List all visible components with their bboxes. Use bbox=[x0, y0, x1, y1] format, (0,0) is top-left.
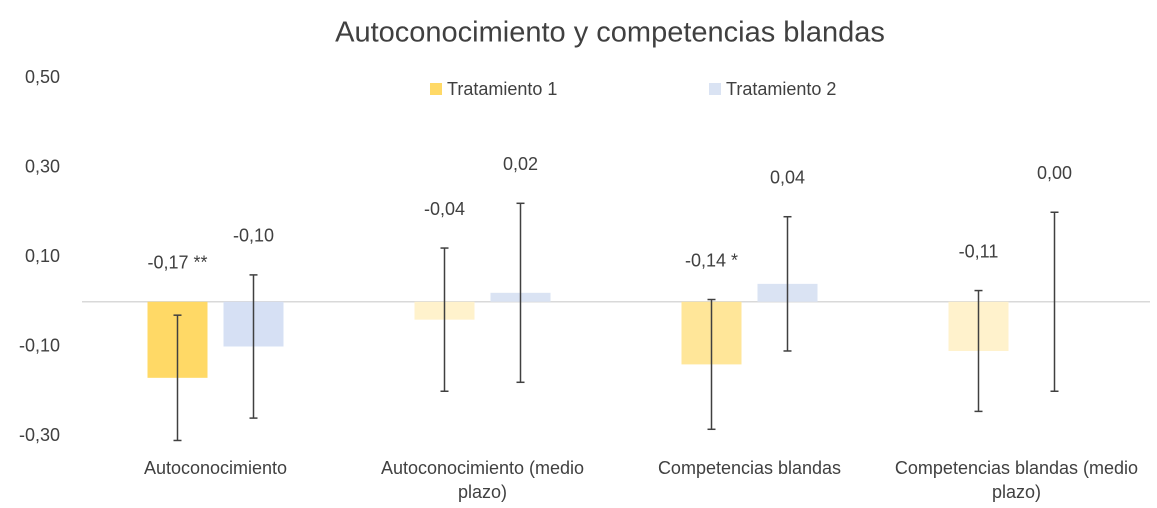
y-tick-label: -0,30 bbox=[19, 425, 60, 445]
x-tick-label: Autoconocimiento bbox=[143, 458, 288, 478]
x-tick-label: Competencias blandas (medio plazo) bbox=[894, 458, 1139, 502]
data-label: -0,11 bbox=[959, 241, 999, 261]
data-label: -0,17 ** bbox=[147, 253, 207, 273]
data-label: -0,10 bbox=[233, 226, 274, 246]
data-label: 0,00 bbox=[1037, 163, 1072, 183]
legend-swatch bbox=[430, 83, 442, 95]
legend-swatch bbox=[709, 83, 721, 95]
legend-label: Tratamiento 2 bbox=[726, 79, 836, 99]
data-label: -0,04 bbox=[424, 199, 465, 219]
chart-title: Autoconocimiento y competencias blandas bbox=[335, 17, 885, 49]
data-label: 0,02 bbox=[503, 154, 538, 174]
y-tick-label: -0,10 bbox=[19, 335, 60, 355]
legend-label: Tratamiento 1 bbox=[447, 79, 557, 99]
y-tick-label: 0,50 bbox=[25, 67, 60, 87]
x-tick-label: Competencias blandas bbox=[657, 458, 842, 478]
data-label: -0,14 * bbox=[685, 250, 738, 270]
data-label: 0,04 bbox=[770, 167, 805, 187]
y-tick-label: 0,30 bbox=[25, 156, 60, 176]
y-tick-label: 0,10 bbox=[25, 246, 60, 266]
x-tick-label: Autoconocimiento (medio plazo) bbox=[380, 458, 585, 502]
